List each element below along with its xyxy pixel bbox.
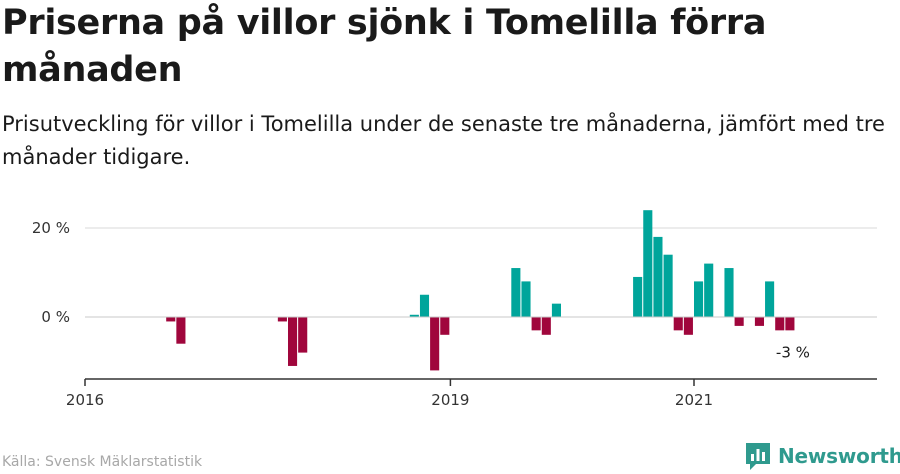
x-tick-label-2: 2021 — [675, 391, 713, 409]
bar-2021-09 — [775, 317, 785, 331]
bar-2021-08 — [765, 281, 775, 317]
annotations: -3 % — [776, 343, 810, 361]
bar-2021-05 — [734, 317, 744, 326]
bars — [166, 210, 795, 371]
bar-2019-09 — [531, 317, 541, 331]
source-note: Källa: Svensk Mäklarstatistik — [2, 454, 203, 470]
bar-2020-10 — [663, 254, 673, 317]
bar-2021-04 — [724, 268, 734, 317]
bar-2019-07 — [511, 268, 521, 317]
bar-2019-11 — [551, 303, 561, 317]
chart-title: Priserna på villor sjönk i Tomelilla för… — [2, 3, 767, 90]
y-tick-label-0: 0 % — [41, 308, 70, 326]
brand-logo-block[interactable]: Newsworthy — [744, 440, 900, 472]
bar-2018-09 — [409, 314, 419, 317]
brand-name: Newsworthy — [778, 444, 900, 468]
bar-2018-10 — [419, 294, 430, 317]
x-tick-label-0: 2016 — [66, 391, 104, 409]
bar-2021-02 — [704, 263, 714, 317]
bar-2020-11 — [673, 317, 683, 331]
bar-chart: 0 % 20 % 2016 2019 2021 -3 % — [32, 210, 877, 409]
bar-2016-09 — [166, 317, 176, 322]
newsworthy-logo-icon — [746, 443, 770, 470]
y-tick-label-1: 20 % — [32, 219, 70, 237]
value-annotation-0: -3 % — [776, 343, 810, 361]
bar-2016-10 — [176, 317, 186, 344]
bar-2020-08 — [643, 210, 653, 317]
x-axis: 2016 2019 2021 — [66, 378, 877, 409]
bar-2020-12 — [683, 317, 693, 335]
chart-subtitle: Prisutveckling för villor i Tomelilla un… — [2, 112, 885, 169]
bar-2019-08 — [521, 281, 531, 317]
bar-2017-08 — [277, 317, 287, 322]
gridlines: 0 % 20 % — [32, 219, 877, 326]
bar-2021-07 — [754, 317, 764, 326]
bar-2018-12 — [440, 317, 450, 335]
bar-2018-11 — [430, 317, 440, 371]
bar-2021-01 — [694, 281, 704, 317]
x-tick-label-1: 2019 — [431, 391, 469, 409]
bar-2019-10 — [541, 317, 551, 335]
bar-2020-09 — [653, 236, 663, 317]
bar-2020-07 — [633, 276, 643, 317]
bar-2017-09 — [288, 317, 298, 366]
bar-2021-10 — [785, 317, 795, 331]
bar-2017-10 — [298, 317, 308, 353]
